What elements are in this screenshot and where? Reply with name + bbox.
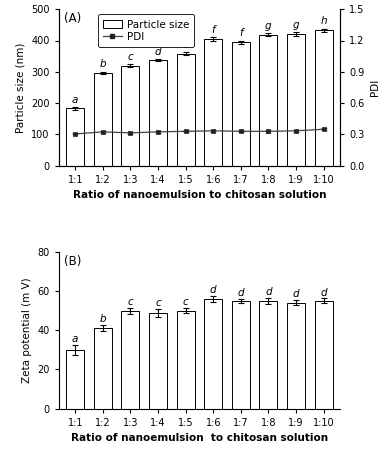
Bar (260, 35, 277, 166)
Bar (149, 313, 167, 409)
Bar (287, 303, 305, 409)
Text: e: e (183, 40, 189, 50)
Bar (315, 30, 333, 166)
Legend: Particle size, PDI: Particle size, PDI (98, 14, 194, 47)
Text: g: g (265, 21, 272, 31)
Text: c: c (155, 298, 161, 308)
Text: g: g (293, 20, 300, 30)
Text: b: b (99, 59, 106, 69)
Bar (177, 54, 195, 166)
Bar (204, 299, 222, 409)
Text: f: f (212, 25, 215, 35)
Text: c: c (183, 297, 188, 308)
Bar (94, 328, 112, 409)
Bar (260, 301, 277, 409)
Bar (122, 311, 139, 409)
Text: d: d (320, 287, 327, 297)
Text: a: a (72, 334, 79, 344)
Text: c: c (127, 52, 133, 62)
Bar (66, 108, 84, 166)
Text: a: a (72, 95, 79, 105)
Bar (94, 73, 112, 166)
Text: d: d (210, 285, 217, 295)
Bar (149, 60, 167, 166)
X-axis label: Ratio of nanoemulsion  to chitosan solution: Ratio of nanoemulsion to chitosan soluti… (71, 433, 328, 443)
Text: (A): (A) (64, 12, 82, 25)
Bar (315, 301, 333, 409)
Bar (232, 301, 250, 409)
Text: d: d (155, 47, 161, 57)
X-axis label: Ratio of nanoemulsion to chitosan solution: Ratio of nanoemulsion to chitosan soluti… (73, 190, 326, 201)
Y-axis label: Particle size (nm): Particle size (nm) (16, 42, 25, 133)
Text: (B): (B) (64, 255, 82, 268)
Text: f: f (239, 28, 243, 38)
Bar (122, 66, 139, 166)
Bar (232, 42, 250, 166)
Text: c: c (127, 297, 133, 307)
Bar (66, 350, 84, 409)
Y-axis label: PDI: PDI (370, 79, 380, 96)
Text: h: h (320, 17, 327, 27)
Bar (177, 311, 195, 409)
Text: d: d (265, 287, 272, 297)
Bar (287, 34, 305, 166)
Text: d: d (237, 288, 244, 298)
Bar (204, 39, 222, 166)
Text: b: b (99, 314, 106, 325)
Text: d: d (293, 290, 300, 299)
Y-axis label: Zeta potential (m V): Zeta potential (m V) (22, 277, 32, 383)
